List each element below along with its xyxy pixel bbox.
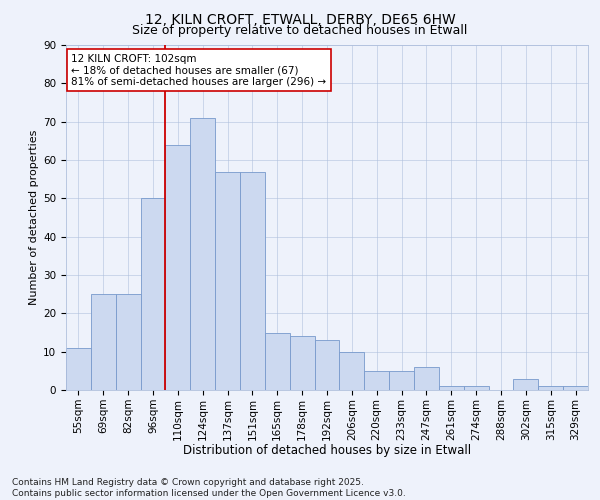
Text: 12, KILN CROFT, ETWALL, DERBY, DE65 6HW: 12, KILN CROFT, ETWALL, DERBY, DE65 6HW xyxy=(145,12,455,26)
Text: Contains HM Land Registry data © Crown copyright and database right 2025.
Contai: Contains HM Land Registry data © Crown c… xyxy=(12,478,406,498)
Bar xyxy=(166,144,190,390)
Y-axis label: Number of detached properties: Number of detached properties xyxy=(29,130,39,305)
Bar xyxy=(66,348,91,390)
Bar xyxy=(314,340,340,390)
Text: 12 KILN CROFT: 102sqm
← 18% of detached houses are smaller (67)
81% of semi-deta: 12 KILN CROFT: 102sqm ← 18% of detached … xyxy=(71,54,326,87)
Bar xyxy=(116,294,140,390)
Bar xyxy=(364,371,389,390)
Bar xyxy=(538,386,563,390)
Bar xyxy=(439,386,464,390)
Bar xyxy=(290,336,314,390)
Bar xyxy=(389,371,414,390)
Bar xyxy=(340,352,364,390)
Bar xyxy=(414,367,439,390)
Bar xyxy=(265,332,290,390)
Bar xyxy=(240,172,265,390)
Bar xyxy=(514,378,538,390)
Bar xyxy=(190,118,215,390)
Bar xyxy=(140,198,166,390)
Bar xyxy=(563,386,588,390)
Text: Size of property relative to detached houses in Etwall: Size of property relative to detached ho… xyxy=(133,24,467,37)
Bar xyxy=(91,294,116,390)
Bar xyxy=(464,386,488,390)
X-axis label: Distribution of detached houses by size in Etwall: Distribution of detached houses by size … xyxy=(183,444,471,457)
Bar xyxy=(215,172,240,390)
